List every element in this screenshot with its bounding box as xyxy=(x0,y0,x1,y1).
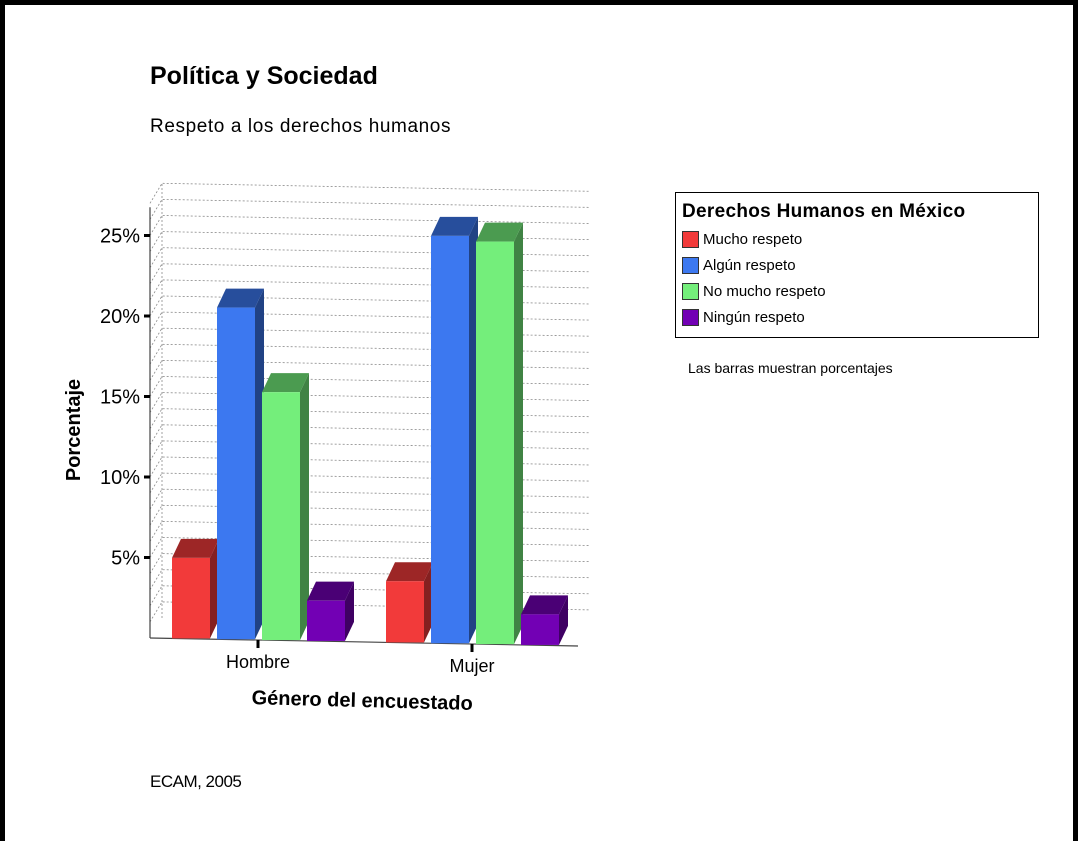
y-axis-title: Porcentaje xyxy=(63,379,85,481)
bar-side xyxy=(255,288,264,640)
legend-swatch xyxy=(682,230,699,248)
bar-side xyxy=(345,581,354,641)
bar xyxy=(386,581,424,643)
x-tick-label: Mujer xyxy=(449,656,494,676)
legend-item-no-mucho-respeto: No mucho respeto xyxy=(682,278,1038,304)
bar-top xyxy=(262,373,309,393)
bar xyxy=(262,392,300,641)
x-tick-label: Hombre xyxy=(226,652,290,672)
legend-swatch xyxy=(682,282,699,300)
bar xyxy=(476,241,514,645)
bar-side xyxy=(469,216,478,644)
bar xyxy=(217,307,255,640)
bar xyxy=(521,614,559,645)
legend-item-mucho-respeto: Mucho respeto xyxy=(682,226,1038,252)
source-label: ECAM, 2005 xyxy=(150,772,242,791)
legend-label: No mucho respeto xyxy=(703,282,826,300)
axes xyxy=(144,207,579,653)
y-tick-label: 10% xyxy=(100,467,140,489)
x-axis xyxy=(149,637,579,647)
legend-label: Mucho respeto xyxy=(703,230,803,248)
bar-top xyxy=(172,538,219,558)
legend: Derechos Humanos en México Mucho respeto… xyxy=(675,192,1039,338)
bar-top xyxy=(386,562,433,582)
legend-item-ningun-respeto: Ningún respeto xyxy=(682,304,1038,330)
bar-top xyxy=(307,581,354,601)
bar-top xyxy=(521,595,568,615)
bars xyxy=(172,216,568,645)
legend-swatch xyxy=(682,308,699,326)
chart-title: Política y Sociedad xyxy=(150,62,378,90)
bar xyxy=(307,600,345,641)
legend-swatch xyxy=(682,256,699,274)
chart-subtitle: Respeto a los derechos humanos xyxy=(150,116,452,137)
bar-top xyxy=(217,288,264,308)
bar-top xyxy=(476,222,523,242)
y-tick-label: 5% xyxy=(111,548,140,570)
bar-side xyxy=(300,373,309,641)
gridline xyxy=(149,182,591,204)
bar-side xyxy=(210,538,219,639)
legend-item-algun-respeto: Algún respeto xyxy=(682,252,1038,278)
legend-title: Derechos Humanos en México xyxy=(682,201,966,222)
bar-side xyxy=(424,562,433,643)
legend-label: Algún respeto xyxy=(703,256,796,274)
chart-note: Las barras muestran porcentajes xyxy=(688,360,893,376)
bar-top xyxy=(431,216,478,236)
y-tick-label: 20% xyxy=(100,306,140,328)
y-tick-label: 25% xyxy=(100,226,140,248)
bar-side xyxy=(559,595,568,645)
legend-label: Ningún respeto xyxy=(703,308,805,326)
y-tick-label: 15% xyxy=(100,387,140,409)
x-axis-title: Género del encuestado xyxy=(251,687,473,715)
gridline xyxy=(149,198,591,220)
bar-side xyxy=(514,222,523,645)
bar xyxy=(172,557,210,639)
bar xyxy=(431,235,469,644)
